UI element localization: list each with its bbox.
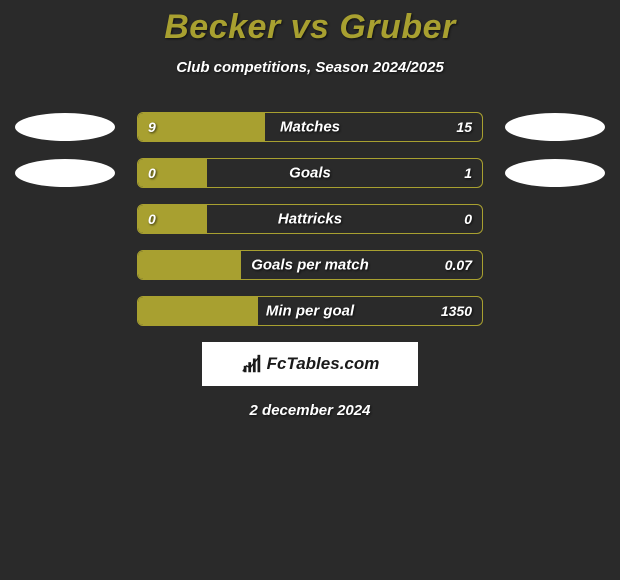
- spacer: [505, 205, 605, 233]
- subtitle: Club competitions, Season 2024/2025: [0, 59, 620, 76]
- stat-bar: Goals per match 0.07: [137, 250, 483, 280]
- stat-bar-fill: [138, 297, 258, 325]
- stat-right-value: 1: [464, 165, 472, 181]
- logo-box[interactable]: FcTables.com: [202, 342, 418, 386]
- stat-bar-fill: [138, 251, 241, 279]
- stats-rows: 9 Matches 15 0 Goals 1 0 Hattricks 0 Goals per ma…: [0, 112, 620, 326]
- logo-text: FcTables.com: [267, 354, 380, 374]
- player-left-oval: [15, 113, 115, 141]
- stat-row: 0 Goals 1: [0, 158, 620, 188]
- bar-chart-icon: [241, 353, 263, 375]
- spacer: [505, 297, 605, 325]
- stat-label: Goals per match: [251, 257, 369, 274]
- stat-right-value: 15: [456, 119, 472, 135]
- stat-bar: Min per goal 1350: [137, 296, 483, 326]
- spacer: [15, 297, 115, 325]
- player-left-oval: [15, 159, 115, 187]
- stat-bar-fill: [138, 113, 265, 141]
- stat-right-value: 0.07: [445, 257, 472, 273]
- stat-right-value: 1350: [441, 303, 472, 319]
- stat-bar: 0 Hattricks 0: [137, 204, 483, 234]
- stat-left-value: 0: [148, 211, 156, 227]
- widget-root: Becker vs Gruber Club competitions, Seas…: [0, 0, 620, 419]
- stat-label: Goals: [289, 165, 331, 182]
- stat-label: Min per goal: [266, 303, 354, 320]
- player-right-oval: [505, 113, 605, 141]
- date-text: 2 december 2024: [0, 402, 620, 419]
- spacer: [505, 251, 605, 279]
- player-right-oval: [505, 159, 605, 187]
- stat-row: 0 Hattricks 0: [0, 204, 620, 234]
- stat-row: Goals per match 0.07: [0, 250, 620, 280]
- stat-left-value: 9: [148, 119, 156, 135]
- spacer: [15, 251, 115, 279]
- stat-label: Hattricks: [278, 211, 342, 228]
- stat-bar: 9 Matches 15: [137, 112, 483, 142]
- spacer: [15, 205, 115, 233]
- stat-label: Matches: [280, 119, 340, 136]
- page-title: Becker vs Gruber: [0, 8, 620, 47]
- stat-row: 9 Matches 15: [0, 112, 620, 142]
- stat-left-value: 0: [148, 165, 156, 181]
- stat-bar: 0 Goals 1: [137, 158, 483, 188]
- stat-row: Min per goal 1350: [0, 296, 620, 326]
- stat-right-value: 0: [464, 211, 472, 227]
